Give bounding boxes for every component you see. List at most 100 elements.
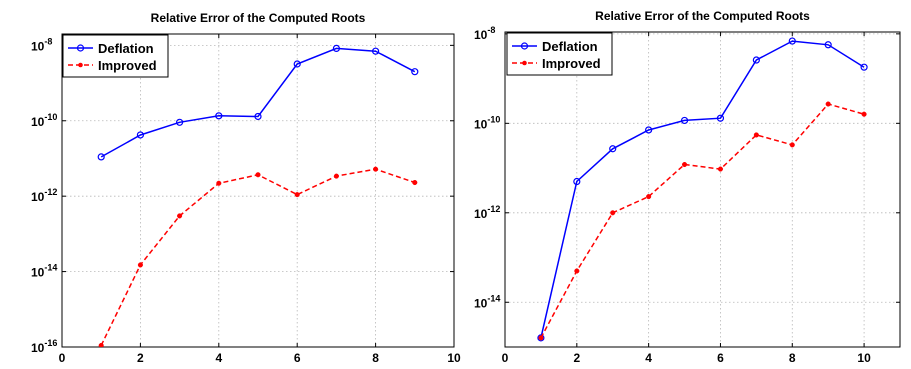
x-tick-label: 10 xyxy=(857,351,871,365)
data-point-deflation xyxy=(411,68,419,76)
x-tick-label: 0 xyxy=(59,351,66,365)
data-point-improved xyxy=(861,111,867,117)
data-point-improved xyxy=(681,161,688,168)
x-tick-label: 8 xyxy=(372,351,379,365)
x-tick-label: 0 xyxy=(502,351,509,365)
series-group xyxy=(97,44,419,347)
y-tick-exponent: -12 xyxy=(487,204,500,214)
x-tick-label: 4 xyxy=(645,351,652,365)
data-point-deflation xyxy=(332,44,340,53)
x-tick-label: 10 xyxy=(447,351,461,365)
data-point-deflation xyxy=(293,60,301,68)
legend-label-improved: Improved xyxy=(542,56,601,71)
y-tick-exponent: -14 xyxy=(44,263,57,273)
y-tick-label: 10-14 xyxy=(474,293,500,310)
legend-box xyxy=(506,32,613,76)
data-point-improved xyxy=(753,132,759,138)
y-tick-base: 10 xyxy=(31,266,45,280)
y-tick-exponent: -14 xyxy=(487,293,500,303)
y-tick-base: 10 xyxy=(474,117,488,131)
chart-panel-2: Relative Error of the Computed Roots 0 2 4 6… xyxy=(474,9,901,365)
data-point-deflation xyxy=(609,145,617,153)
y-tick-label: 10-14 xyxy=(31,263,57,280)
chart-title: Relative Error of the Computed Roots xyxy=(595,9,810,23)
data-point-deflation xyxy=(136,131,144,139)
data-point-deflation xyxy=(537,334,545,342)
data-point-improved xyxy=(373,166,379,172)
legend-marker-improved xyxy=(78,62,83,68)
data-point-deflation xyxy=(215,112,223,120)
y-tick-exponent: -16 xyxy=(44,338,57,348)
data-point-improved xyxy=(825,101,831,107)
plot-area-frame xyxy=(504,31,901,348)
data-point-improved xyxy=(255,172,261,178)
data-point-deflation xyxy=(824,41,832,49)
data-point-deflation xyxy=(645,126,653,134)
data-point-improved xyxy=(333,173,339,179)
y-tick-base: 10 xyxy=(31,115,45,129)
y-tick-label: 10-16 xyxy=(31,338,57,355)
legend: Deflation Improved xyxy=(506,32,613,76)
x-tick-label: 2 xyxy=(137,351,144,365)
legend-label-deflation: Deflation xyxy=(542,39,598,54)
y-tick-base: 10 xyxy=(474,207,488,221)
data-point-improved xyxy=(538,335,544,341)
data-point-improved xyxy=(646,194,652,200)
x-tick-label: 4 xyxy=(215,351,222,365)
data-point-deflation xyxy=(860,63,868,71)
y-tick-base: 10 xyxy=(474,296,488,310)
data-point-improved xyxy=(574,268,580,274)
data-point-improved xyxy=(717,166,724,172)
x-tick-label: 8 xyxy=(789,351,796,365)
x-tick-label: 6 xyxy=(717,351,724,365)
y-tick-label: 10-10 xyxy=(31,112,57,129)
y-tick-base: 10 xyxy=(474,28,488,42)
x-tick-label: 2 xyxy=(573,351,580,365)
y-tick-base: 10 xyxy=(31,190,45,204)
series-line-deflation xyxy=(100,47,416,158)
data-point-deflation xyxy=(372,47,380,55)
y-tick-label: 10-8 xyxy=(31,36,52,53)
data-point-improved xyxy=(216,180,222,186)
data-point-improved xyxy=(294,192,300,198)
data-point-deflation xyxy=(176,118,184,126)
series-line-deflation xyxy=(540,40,865,339)
series-line-improved xyxy=(540,103,865,339)
y-tick-exponent: -10 xyxy=(487,114,500,124)
data-point-improved xyxy=(610,210,616,216)
data-point-deflation xyxy=(788,37,796,45)
series-group xyxy=(537,37,868,342)
data-point-deflation xyxy=(573,177,581,186)
y-tick-exponent: -10 xyxy=(44,112,57,122)
y-tick-label: 10-8 xyxy=(474,25,495,42)
data-point-deflation xyxy=(97,153,105,161)
y-tick-base: 10 xyxy=(31,39,45,53)
chart-title: Relative Error of the Computed Roots xyxy=(151,11,366,25)
data-point-deflation xyxy=(680,116,689,125)
data-point-deflation xyxy=(716,114,725,122)
y-tick-label: 10-12 xyxy=(31,187,57,204)
data-point-improved xyxy=(137,262,143,268)
data-point-improved xyxy=(412,179,418,186)
y-tick-base: 10 xyxy=(31,341,45,355)
plot-area-frame xyxy=(61,33,455,348)
legend-box xyxy=(62,34,169,78)
data-point-improved xyxy=(177,213,183,219)
legend-marker-deflation xyxy=(520,42,529,50)
data-point-improved xyxy=(789,142,795,148)
y-tick-label: 10-12 xyxy=(474,204,500,221)
y-tick-exponent: -12 xyxy=(44,187,57,197)
legend-label-deflation: Deflation xyxy=(98,41,154,56)
y-tick-exponent: -8 xyxy=(44,36,52,46)
data-point-deflation xyxy=(254,112,262,121)
y-tick-label: 10-10 xyxy=(474,114,500,131)
data-point-improved xyxy=(98,342,104,347)
x-tick-label: 6 xyxy=(294,351,301,365)
y-tick-exponent: -8 xyxy=(487,25,495,35)
legend-marker-improved xyxy=(522,60,527,66)
legend-marker-deflation xyxy=(76,44,85,52)
legend: Deflation Improved xyxy=(62,34,169,78)
legend-label-improved: Improved xyxy=(98,58,157,73)
data-point-deflation xyxy=(752,56,760,64)
